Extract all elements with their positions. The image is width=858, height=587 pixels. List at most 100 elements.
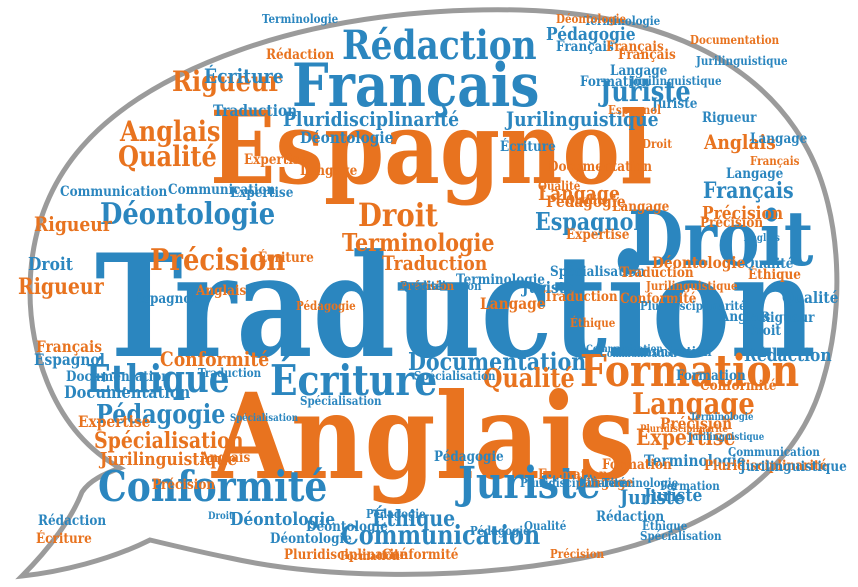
cloud-word: Pédagogie: [546, 192, 626, 211]
cloud-word: Traduction: [620, 265, 694, 281]
cloud-word: Langage: [632, 387, 755, 422]
cloud-word: Éthique: [748, 267, 801, 283]
cloud-word: Français: [606, 39, 664, 55]
cloud-word: Expertise: [244, 152, 308, 168]
cloud-word: Pluridisciplinarité: [640, 299, 746, 313]
cloud-word: Anglais: [212, 367, 636, 506]
cloud-word: Déontologie: [230, 509, 336, 530]
cloud-word: Jurilinguistique: [506, 107, 659, 131]
cloud-word: Déontologie: [652, 253, 746, 272]
cloud-word: Espagnol: [210, 89, 653, 207]
cloud-word: Communication: [341, 521, 541, 551]
cloud-word: Langage: [538, 181, 620, 205]
cloud-word: Qualité: [538, 179, 581, 193]
cloud-word: Écriture: [204, 64, 284, 88]
cloud-word: Conformité: [620, 291, 697, 307]
cloud-word: Traduction: [198, 366, 262, 380]
cloud-word: Éthique: [570, 316, 616, 330]
cloud-word: Documentation: [408, 347, 587, 376]
cloud-word: Écriture: [36, 531, 92, 547]
cloud-word: Déontologie: [300, 128, 394, 147]
cloud-word: Écriture: [500, 139, 556, 155]
cloud-word: Précision: [660, 414, 733, 433]
cloud-word: Éthique: [642, 519, 688, 533]
cloud-word: Pédagogie: [96, 400, 226, 430]
cloud-word: Précision: [550, 547, 605, 561]
cloud-word: Qualité: [483, 364, 575, 394]
cloud-word: Qualité: [566, 193, 609, 207]
cloud-word: Communication: [600, 349, 677, 360]
cloud-word: Communication: [60, 184, 168, 200]
cloud-word: Traduction: [382, 251, 488, 275]
cloud-word: Pluridisciplinarité: [284, 547, 408, 563]
cloud-word: Expertise: [78, 412, 151, 431]
cloud-word: Déontologie: [100, 197, 276, 232]
cloud-word: Terminologie: [690, 412, 754, 423]
cloud-word: Spécialisation: [94, 428, 244, 454]
cloud-word: Français: [703, 178, 794, 204]
cloud-word: Terminologie: [262, 12, 339, 26]
cloud-word: Anglais: [120, 115, 221, 148]
cloud-word: Écriture: [270, 356, 438, 405]
cloud-word: Droit: [642, 137, 672, 151]
cloud-word: Rédaction: [596, 509, 665, 525]
cloud-word: Pédagogie: [296, 299, 356, 313]
cloud-word: Anglais: [200, 450, 251, 466]
cloud-word: Langage: [576, 475, 634, 491]
cloud-word: Droit: [358, 196, 438, 234]
cloud-word: Espagnol: [34, 350, 105, 369]
cloud-word: Terminologie: [602, 476, 679, 490]
cloud-word: Juriste: [522, 278, 574, 297]
cloud-word: Éthique: [372, 506, 456, 532]
cloud-word: Documentation: [548, 159, 652, 175]
cloud-word: Conformité: [382, 547, 459, 563]
cloud-word: Rigueur: [18, 274, 104, 300]
cloud-word: Jurilinguistique: [740, 459, 847, 475]
cloud-word: Pédagogie: [366, 507, 426, 521]
cloud-word: Documentation: [690, 33, 780, 47]
cloud-word: Déontologie: [556, 12, 627, 26]
cloud-word: Français: [556, 39, 614, 55]
cloud-word: Terminologie: [456, 272, 545, 288]
cloud-word: Conformité: [160, 347, 270, 371]
cloud-word: Français: [292, 51, 540, 121]
cloud-word: Précision: [150, 243, 286, 278]
cloud-word: Documentation: [64, 383, 191, 403]
cloud-word: Formation: [580, 346, 800, 397]
cloud-word: Juriste: [458, 458, 601, 509]
cloud-word: Pédagogie: [434, 449, 504, 465]
cloud-word: Anglais: [720, 309, 771, 325]
cloud-word: Rédaction: [744, 345, 832, 366]
cloud-word: Anglais: [196, 283, 247, 299]
cloud-word: Langage: [480, 294, 546, 313]
cloud-word: Spécialisation: [550, 264, 646, 280]
cloud-word: Spécialisation: [400, 279, 482, 293]
cloud-word: Traduction: [95, 224, 816, 390]
cloud-word: Précision: [700, 215, 764, 231]
cloud-word: Communication: [168, 182, 276, 198]
cloud-word: Français: [36, 337, 102, 356]
cloud-word: Qualité: [782, 288, 839, 307]
cloud-word: Droit: [208, 511, 233, 522]
cloud-word: Rigueur: [760, 310, 815, 326]
cloud-word: Pluridisciplinarité: [520, 476, 626, 490]
cloud-word: Expertise: [636, 425, 736, 451]
cloud-word: Terminologie: [584, 14, 661, 28]
cloud-word: Qualité: [118, 140, 217, 173]
cloud-word: Précision: [400, 279, 455, 293]
cloud-word: Rédaction: [38, 513, 107, 529]
cloud-word: Espagnol: [608, 103, 662, 117]
cloud-word: Langage: [612, 199, 670, 215]
cloud-word: Traduction: [213, 101, 298, 120]
cloud-word: Langage: [610, 63, 668, 79]
cloud-word: Formation: [340, 549, 400, 563]
cloud-word: Jurilinguistique: [688, 432, 765, 443]
cloud-word: Rigueur: [702, 110, 757, 126]
cloud-word: Formation: [676, 368, 746, 384]
cloud-word: Écriture: [258, 250, 314, 266]
cloud-word: Espagnol: [134, 291, 196, 307]
cloud-word: Jurilinguistique: [100, 449, 238, 470]
